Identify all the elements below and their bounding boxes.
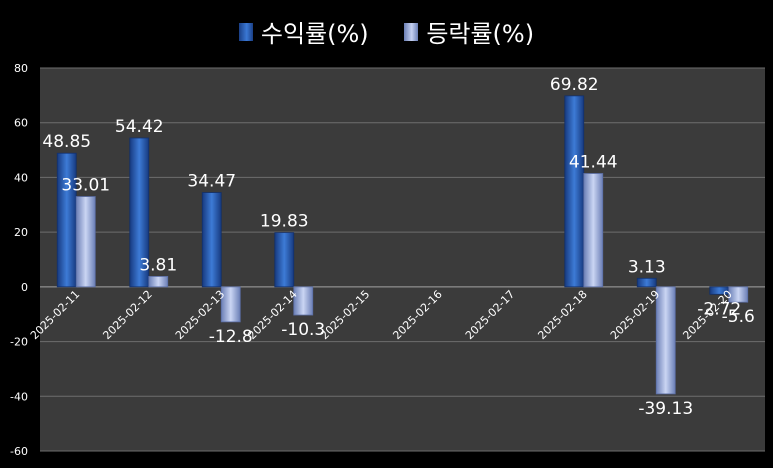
bar-change [220, 286, 241, 323]
data-label: 3.13 [628, 257, 666, 277]
bar-change [293, 286, 314, 316]
legend-swatch-returns [238, 22, 253, 41]
data-label: 54.42 [115, 117, 164, 137]
data-label: 3.81 [139, 255, 177, 275]
bar-returns [201, 192, 222, 288]
data-label: -2.72 [697, 299, 741, 319]
bar-returns [636, 277, 657, 288]
data-label: -10.3 [281, 320, 325, 340]
y-tick-label: 80 [14, 62, 28, 75]
y-tick-label: 40 [14, 171, 28, 184]
grid-lines [40, 67, 765, 452]
bar-returns [129, 137, 150, 288]
y-axis: -60 -40 -20 0 20 40 60 80 [10, 62, 28, 458]
bar-returns [56, 152, 77, 288]
y-tick-label: 20 [14, 226, 28, 239]
data-label: -12.8 [209, 327, 253, 347]
data-label: 19.83 [260, 212, 309, 232]
data-label: -5.6 [722, 307, 755, 327]
plot-area [40, 68, 765, 451]
y-tick-label: 0 [21, 281, 28, 294]
chart-legend: 수익률(%) 등락률(%) [0, 14, 773, 49]
bar-returns [564, 95, 585, 288]
data-labels: 48.85 33.01 54.42 3.81 34.47 -12.8 19.83 -10.3 6… [42, 75, 754, 419]
legend-item-returns: 수익률(%) [238, 14, 369, 49]
legend-swatch-change [404, 22, 419, 41]
data-label: 69.82 [550, 75, 599, 95]
legend-label-change: 등락률(%) [426, 20, 535, 48]
y-tick-label: -60 [10, 445, 28, 458]
bar-change [655, 286, 676, 395]
data-label: 48.85 [42, 132, 91, 152]
bar-change [75, 196, 96, 288]
data-label: 34.47 [187, 172, 236, 192]
legend-label-returns: 수익률(%) [260, 20, 369, 48]
y-tick-label: -20 [10, 336, 28, 349]
data-label: 41.44 [569, 152, 618, 172]
y-tick-label: 60 [14, 117, 28, 130]
data-label: 33.01 [61, 176, 110, 196]
legend-item-change: 등락률(%) [404, 14, 534, 49]
data-label: -39.13 [638, 399, 693, 419]
bar-change [583, 173, 604, 288]
bar-change [148, 276, 169, 288]
bar-change [728, 286, 749, 303]
y-tick-label: -40 [10, 390, 28, 403]
bar-returns [274, 232, 295, 288]
bars [56, 95, 749, 395]
